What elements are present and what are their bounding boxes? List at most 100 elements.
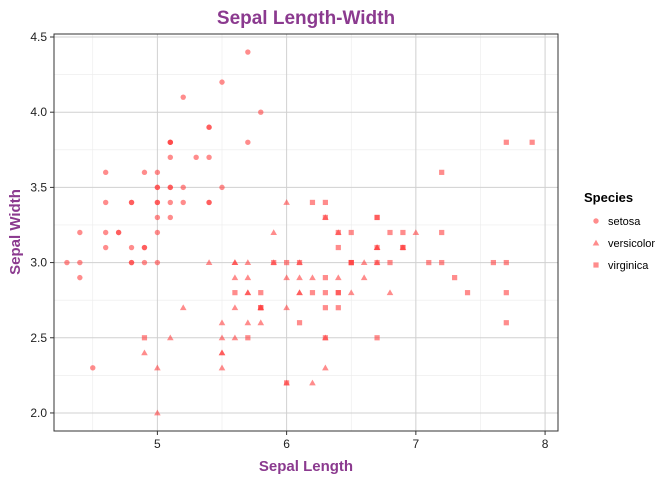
versicolor-point — [244, 319, 252, 326]
versicolor-point — [167, 334, 174, 341]
virginica-point — [387, 229, 393, 236]
versicolor-point — [218, 349, 226, 356]
versicolor-point — [257, 319, 265, 326]
virginica-point — [503, 139, 509, 145]
virginica-point — [322, 214, 328, 221]
y-tick-label: 4.0 — [30, 105, 47, 119]
setosa-point — [206, 199, 212, 206]
versicolor-point — [283, 274, 290, 281]
y-axis-title: Sepal Width — [7, 189, 24, 275]
virginica-point — [452, 275, 458, 281]
setosa-point — [219, 184, 225, 191]
versicolor-point — [296, 274, 303, 281]
virginica-point — [374, 214, 380, 221]
versicolor-point — [141, 349, 148, 356]
virginica-point — [258, 305, 264, 311]
virginica-point — [439, 259, 445, 266]
setosa-point — [193, 154, 199, 161]
setosa-point — [102, 244, 109, 251]
virginica-point — [296, 320, 303, 326]
data-points — [64, 49, 535, 416]
versicolor-point — [231, 334, 239, 341]
virginica-point — [348, 259, 354, 266]
setosa-point — [180, 184, 186, 191]
virginica-point — [309, 290, 316, 296]
versicolor-point — [218, 319, 226, 326]
setosa-point — [115, 229, 122, 236]
legend-label-virginica: virginica — [608, 260, 649, 272]
x-axis-ticks: 5 6 7 8 — [154, 431, 549, 451]
versicolor-point — [244, 274, 252, 281]
setosa-point — [154, 199, 161, 206]
virginica-point — [271, 259, 277, 266]
virginica-point — [296, 259, 303, 266]
setosa-point — [77, 259, 83, 266]
setosa-point — [180, 94, 186, 100]
virginica-point — [439, 169, 445, 175]
versicolor-point — [322, 364, 329, 371]
virginica-point — [335, 244, 341, 251]
versicolor-point — [360, 274, 368, 281]
versicolor-point — [296, 289, 303, 296]
virginica-point — [232, 290, 238, 296]
virginica-point — [322, 290, 328, 296]
versicolor-point — [335, 274, 342, 281]
legend-label-versicolor: versicolor — [608, 238, 655, 250]
versicolor-point — [218, 334, 226, 341]
setosa-point — [128, 244, 135, 251]
setosa-point — [102, 229, 109, 236]
plot-border — [53, 33, 559, 432]
virginica-point — [284, 380, 290, 386]
x-axis-title: Sepal Length — [259, 458, 353, 475]
virginica-point — [490, 259, 496, 266]
versicolor-point — [231, 259, 239, 266]
setosa-point — [128, 199, 135, 206]
virginica-point — [439, 229, 445, 236]
virginica-point — [335, 305, 341, 311]
setosa-point — [154, 259, 161, 266]
setosa-point — [245, 49, 251, 55]
virginica-point — [348, 229, 354, 236]
virginica-point — [322, 199, 328, 206]
y-tick-label: 3.0 — [30, 256, 47, 270]
virginica-point — [464, 290, 471, 296]
versicolor-point — [231, 304, 239, 311]
virginica-point — [503, 259, 509, 266]
setosa-point — [167, 139, 174, 145]
virginica-point — [374, 259, 380, 266]
virginica-point — [141, 335, 148, 341]
legend-key-versicolor — [592, 239, 600, 246]
versicolor-point — [283, 199, 290, 205]
legend-key-virginica — [593, 262, 599, 268]
chart-title: Sepal Length-Width — [217, 8, 395, 29]
versicolor-point — [283, 304, 290, 311]
virginica-point — [322, 275, 328, 281]
virginica-point — [426, 259, 432, 266]
plot-panel — [54, 34, 558, 431]
virginica-point — [335, 229, 341, 236]
setosa-point — [141, 259, 148, 266]
versicolor-point — [179, 304, 187, 311]
y-axis-ticks: 2.0 2.5 3.0 3.5 4.0 4.5 — [30, 30, 54, 420]
setosa-point — [180, 199, 186, 206]
x-tick-label: 7 — [413, 437, 420, 451]
versicolor-point — [218, 364, 226, 371]
setosa-point — [167, 184, 174, 191]
setosa-point — [219, 79, 225, 85]
y-tick-label: 2.0 — [30, 406, 47, 420]
setosa-point — [102, 199, 109, 206]
versicolor-point — [412, 229, 420, 235]
setosa-point — [154, 169, 161, 176]
y-tick-label: 3.5 — [30, 180, 47, 194]
setosa-point — [206, 124, 212, 130]
versicolor-point — [154, 409, 161, 416]
setosa-point — [64, 259, 70, 266]
virginica-point — [400, 244, 406, 251]
virginica-point — [309, 199, 316, 206]
virginica-point — [374, 244, 380, 251]
setosa-point — [128, 259, 135, 266]
virginica-point — [503, 290, 509, 296]
setosa-point — [77, 229, 83, 236]
virginica-point — [400, 229, 406, 236]
